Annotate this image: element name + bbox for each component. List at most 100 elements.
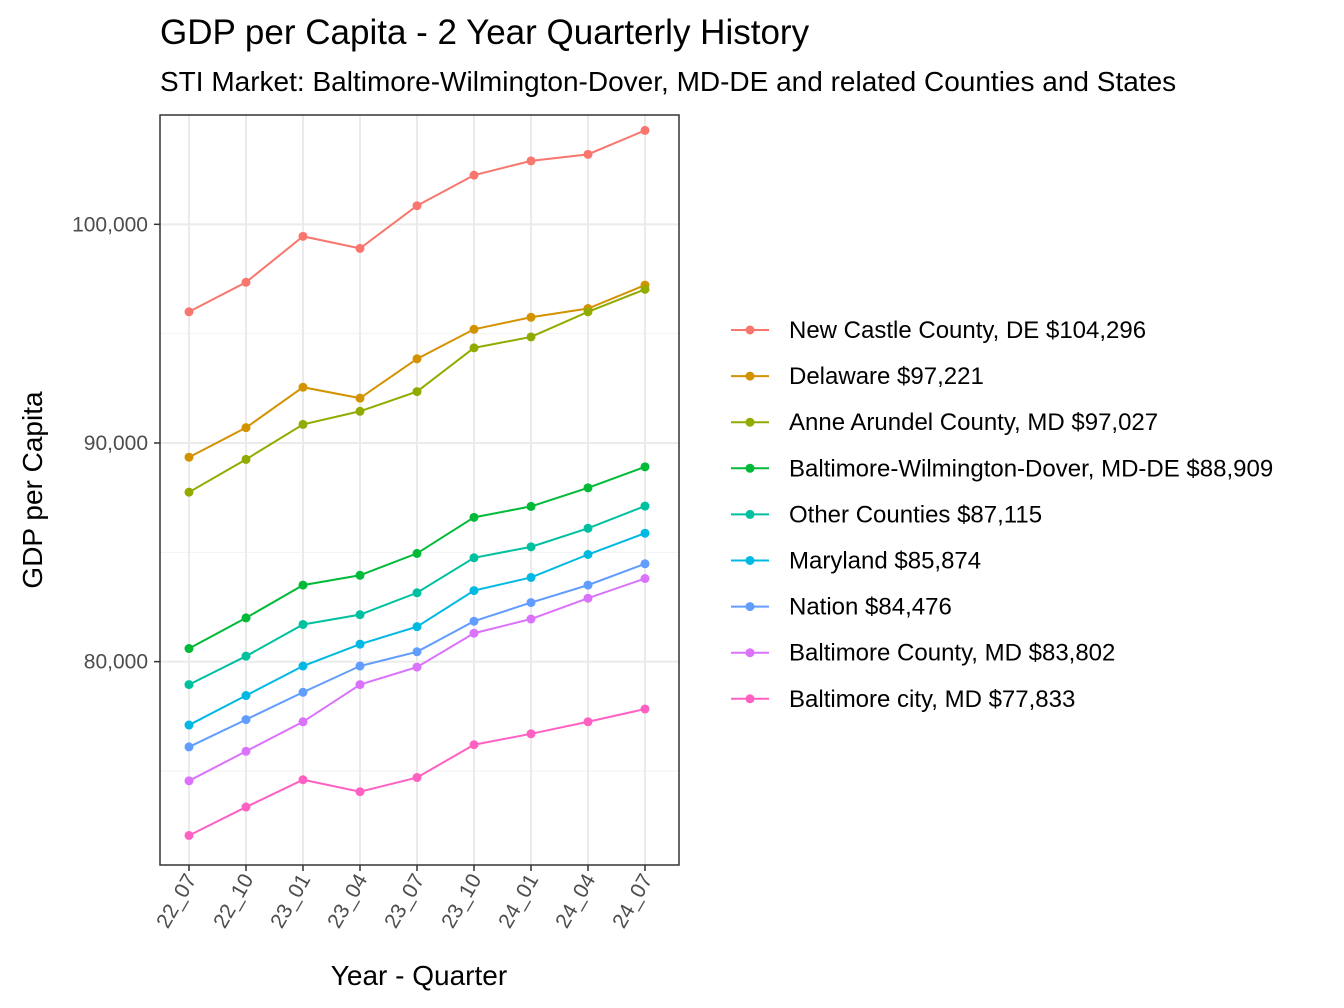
data-point — [241, 691, 251, 701]
x-tick-label: 24_01 — [494, 870, 543, 932]
data-point — [184, 742, 194, 752]
data-point — [355, 787, 365, 797]
legend-key-point — [745, 694, 755, 704]
data-point — [526, 729, 536, 739]
legend-label: Baltimore city, MD $77,833 — [789, 686, 1075, 713]
data-point — [412, 773, 422, 783]
data-point — [241, 454, 251, 464]
chart-title: GDP per Capita - 2 Year Quarterly Histor… — [160, 13, 810, 52]
legend-key-point — [745, 602, 755, 612]
data-point — [184, 452, 194, 462]
data-point — [241, 423, 251, 433]
legend-item: Nation $84,476 — [731, 594, 952, 621]
legend-item: Maryland $85,874 — [731, 548, 981, 575]
data-point — [241, 277, 251, 287]
data-point — [640, 528, 650, 538]
legend-label: Anne Arundel County, MD $97,027 — [789, 409, 1158, 436]
data-point — [526, 614, 536, 624]
data-point — [640, 559, 650, 569]
legend-key-point — [745, 509, 755, 519]
data-point — [583, 523, 593, 533]
data-point — [412, 201, 422, 211]
data-point — [412, 387, 422, 397]
x-tick-label: 23_07 — [380, 870, 429, 932]
data-point — [583, 593, 593, 603]
y-tick-label: 90,000 — [84, 432, 148, 455]
data-point — [298, 775, 308, 785]
data-point — [355, 406, 365, 416]
series-7 — [184, 559, 650, 752]
data-point — [184, 307, 194, 317]
series-1 — [184, 125, 650, 317]
data-point — [184, 487, 194, 497]
data-point — [298, 382, 308, 392]
y-tick-label: 80,000 — [84, 651, 148, 674]
legend-key-point — [745, 463, 755, 473]
data-point — [583, 580, 593, 590]
data-point — [355, 570, 365, 580]
data-point — [412, 588, 422, 598]
x-tick-label: 24_07 — [608, 870, 657, 932]
data-point — [355, 639, 365, 649]
data-point — [469, 628, 479, 638]
series-5 — [184, 501, 650, 690]
data-point — [469, 512, 479, 522]
data-point — [241, 651, 251, 661]
x-tick-label: 22_10 — [209, 870, 258, 932]
data-point — [583, 550, 593, 560]
legend-item: Anne Arundel County, MD $97,027 — [731, 409, 1158, 436]
data-point — [526, 572, 536, 582]
series-9 — [184, 704, 650, 840]
legend-label: Nation $84,476 — [789, 594, 952, 621]
series-8 — [184, 574, 650, 786]
legend-item: Delaware $97,221 — [731, 363, 984, 390]
data-point — [640, 125, 650, 135]
data-point — [355, 610, 365, 620]
data-point — [640, 574, 650, 584]
data-point — [355, 661, 365, 671]
data-point — [184, 830, 194, 840]
y-axis: 80,000 90,000 100,000 — [72, 213, 160, 674]
legend-item: New Castle County, DE $104,296 — [731, 317, 1146, 344]
legend-label: Maryland $85,874 — [789, 548, 981, 575]
legend-key-point — [745, 417, 755, 427]
data-point — [355, 393, 365, 403]
plot-panel-border — [159, 114, 680, 866]
data-point — [469, 553, 479, 563]
data-point — [298, 619, 308, 629]
x-tick-label: 23_04 — [323, 870, 372, 932]
data-point — [526, 598, 536, 608]
legend-item: Baltimore-Wilmington-Dover, MD-DE $88,90… — [731, 455, 1273, 482]
data-point — [184, 680, 194, 690]
legend-label: Other Counties $87,115 — [789, 501, 1042, 528]
series-3 — [184, 284, 650, 497]
data-point — [412, 354, 422, 364]
data-point — [583, 717, 593, 727]
data-point — [640, 501, 650, 511]
data-point — [184, 720, 194, 730]
data-point — [526, 332, 536, 342]
data-point — [469, 616, 479, 626]
data-point — [469, 170, 479, 180]
data-point — [355, 680, 365, 690]
data-point — [583, 307, 593, 317]
data-point — [298, 580, 308, 590]
data-point — [355, 243, 365, 253]
legend-key-point — [745, 648, 755, 658]
data-point — [241, 613, 251, 623]
x-tick-label: 23_10 — [437, 870, 486, 932]
legend-key-point — [745, 325, 755, 335]
legend-label: Baltimore-Wilmington-Dover, MD-DE $88,90… — [789, 455, 1273, 482]
data-point — [412, 647, 422, 657]
data-point — [298, 419, 308, 429]
legend-label: New Castle County, DE $104,296 — [789, 317, 1146, 344]
legend-item: Baltimore County, MD $83,802 — [731, 640, 1115, 667]
legend-key-point — [745, 371, 755, 381]
data-point — [469, 740, 479, 750]
data-point — [241, 715, 251, 725]
data-point — [640, 704, 650, 714]
legend: New Castle County, DE $104,296 Delaware $… — [731, 317, 1273, 713]
data-point — [412, 662, 422, 672]
x-axis: 22_07 22_10 23_01 23_04 23_07 23_10 24_01 24_04… — [152, 865, 657, 932]
